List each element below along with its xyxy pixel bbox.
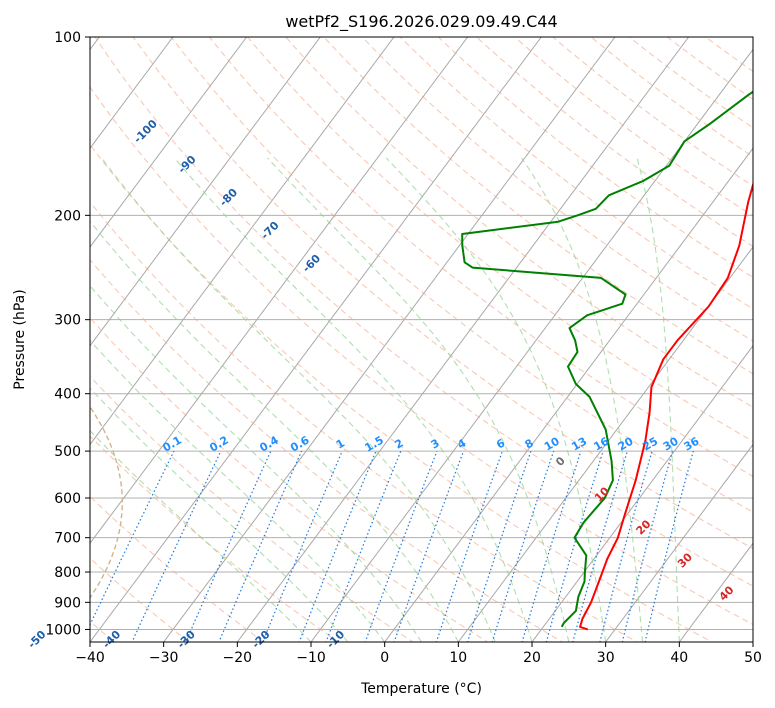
y-tick-label: 900 <box>54 595 81 611</box>
temperature-profile <box>579 181 753 631</box>
moist-adiabat-line <box>385 157 607 642</box>
dry-adiabat-line <box>90 143 713 642</box>
x-tick-label: 40 <box>670 650 688 666</box>
y-tick-label: 1000 <box>45 622 81 638</box>
x-tick-label: 50 <box>744 650 762 666</box>
isotherm-line <box>90 37 469 545</box>
y-tick-label: 700 <box>54 531 81 547</box>
isotherm-line <box>605 443 753 642</box>
dry-adiabat-line <box>285 37 753 408</box>
dry-adiabat-line <box>94 37 753 587</box>
isotherm-line <box>384 147 753 642</box>
y-tick-label: 100 <box>54 30 81 46</box>
moist-adiabat-line <box>90 220 459 642</box>
dry-adiabat-line <box>90 86 753 626</box>
moist-adiabat-line <box>636 157 680 642</box>
dry-adiabat-line <box>132 37 753 550</box>
mixing-ratio-line <box>185 450 272 642</box>
mixing-ratio-line <box>218 450 303 642</box>
x-axis-title: Temperature (°C) <box>360 681 482 697</box>
x-tick-label: 30 <box>597 650 615 666</box>
x-tick-label: 10 <box>449 650 467 666</box>
dry-adiabat-line <box>90 495 265 642</box>
x-tick-label: −10 <box>296 650 326 666</box>
mixing-ratio-line <box>298 450 377 642</box>
isotherm-line <box>310 48 753 642</box>
y-tick-label: 800 <box>54 565 81 581</box>
dry-adiabat-line <box>246 37 753 443</box>
dewpoint-profile <box>461 90 753 628</box>
mixing-ratio-line <box>572 450 628 642</box>
moist-adiabat-line <box>90 429 312 642</box>
dry-adiabat-line <box>90 258 564 642</box>
isotherm-line <box>90 37 321 347</box>
plot-frame <box>89 36 754 643</box>
y-tick-label: 500 <box>54 444 81 460</box>
plot-area <box>90 37 753 642</box>
isotherm-line <box>90 37 395 446</box>
x-tick-label: 0 <box>380 650 389 666</box>
moist-adiabat-line <box>90 284 422 642</box>
dry-adiabat-line <box>399 37 753 310</box>
moist-adiabat-line <box>174 157 533 642</box>
y-axis-title: Pressure (hPa) <box>12 289 28 389</box>
mixing-ratio-line <box>599 450 653 642</box>
dry-adiabat-line <box>323 37 753 375</box>
y-tick-label: 200 <box>54 208 81 224</box>
chart-title: wetPf2_S196.2026.029.09.49.C44 <box>285 12 557 32</box>
y-tick-label: 300 <box>54 313 81 329</box>
mixing-ratio-line <box>621 450 674 642</box>
mixing-ratio-line <box>521 450 582 642</box>
isotherm-line <box>531 344 753 642</box>
mixing-ratio-line <box>262 450 343 642</box>
dry-adiabat-line <box>170 37 753 513</box>
isotherm-line <box>90 37 174 150</box>
isotherm-line <box>90 37 542 642</box>
moist-adiabat-line <box>90 387 349 642</box>
mixing-ratio-line <box>466 450 532 642</box>
isotherm-line <box>163 37 616 642</box>
mixing-ratio-line <box>644 450 694 642</box>
mixing-ratio-line <box>90 450 175 627</box>
axes: −40 −30 −20 −10 0 10 20 30 40 50 100 200 300 400 500 60… <box>45 30 762 666</box>
dry-adiabat-line <box>90 435 340 642</box>
isotherm-line <box>90 37 248 248</box>
x-tick-label: −40 <box>75 650 105 666</box>
mixing-ratio-line <box>545 450 604 642</box>
moist-adiabat-line <box>267 157 570 642</box>
isotherm-line <box>236 37 690 642</box>
x-tick-label: 20 <box>523 650 541 666</box>
x-tick-label: −20 <box>223 650 253 666</box>
moist-adiabat-line <box>90 339 386 642</box>
dry-adiabat-line <box>90 201 639 642</box>
isotherm-line <box>457 246 753 642</box>
y-tick-label: 600 <box>54 491 81 507</box>
dry-adiabat-line <box>90 316 489 642</box>
dry-adiabat-line <box>90 375 414 642</box>
moist-adiabat-line <box>101 157 496 642</box>
y-tick-label: 400 <box>54 387 81 403</box>
mixing-ratio-line <box>435 450 503 642</box>
x-tick-label: −30 <box>149 650 179 666</box>
